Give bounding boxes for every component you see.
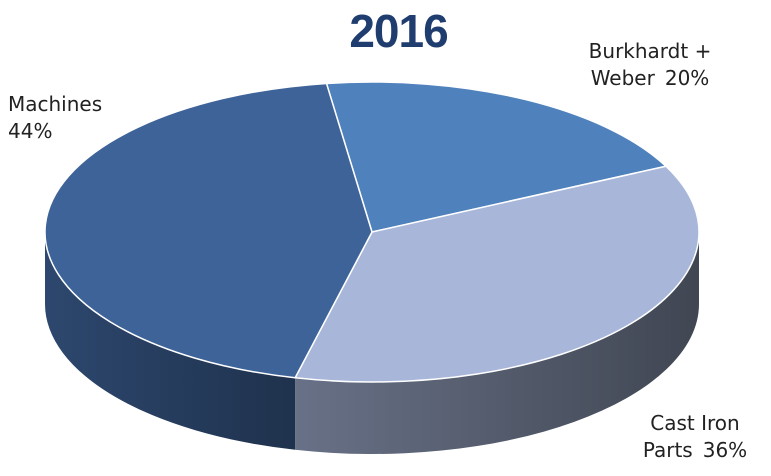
slice-label: Machines 44%	[8, 91, 118, 145]
pie-side	[295, 232, 700, 455]
value-label: 44%	[8, 119, 53, 143]
category-label: Burkhardt + Weber	[588, 39, 712, 90]
slice-label: Cast Iron Parts 36%	[625, 410, 765, 464]
pie-slice	[325, 81, 667, 233]
category-label: Cast Iron Parts	[642, 411, 740, 462]
slice-label: Burkhardt + Weber 20%	[570, 38, 730, 92]
category-label: Machines	[8, 92, 103, 116]
pie-slice	[44, 82, 373, 379]
value-label: 36%	[702, 438, 748, 462]
pie-side	[45, 232, 296, 450]
pie-slice	[294, 165, 700, 383]
chart-title: 2016	[349, 5, 448, 57]
value-label: 20%	[664, 66, 710, 90]
